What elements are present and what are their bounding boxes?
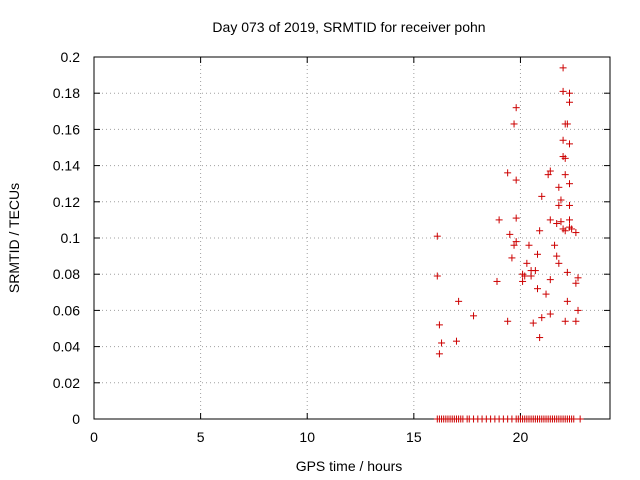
x-tick-label: 10 [299, 429, 315, 445]
data-point [565, 98, 573, 106]
data-point [534, 250, 542, 258]
y-tick-label: 0.14 [53, 158, 80, 174]
data-point [546, 276, 554, 284]
data-point [555, 201, 563, 209]
data-point [561, 171, 569, 179]
y-tick-label: 0.06 [53, 302, 80, 318]
data-point [510, 120, 518, 128]
grid-lines [94, 57, 610, 419]
data-point [561, 154, 569, 162]
data-point [557, 196, 565, 204]
x-tick-label: 0 [90, 429, 98, 445]
y-tick-label: 0.16 [53, 121, 80, 137]
data-point [559, 136, 567, 144]
tick-labels: 0 5 10 15 20 0 0.02 0.04 0.06 0.08 0.1 0.12 0.14 0.16… [53, 49, 529, 445]
data-point [455, 297, 463, 305]
data-point [561, 317, 569, 325]
data-point [574, 306, 582, 314]
data-point [470, 312, 478, 320]
y-tick-label: 0.2 [61, 49, 81, 65]
data-point [559, 64, 567, 72]
data-point [555, 259, 563, 267]
data-point [568, 225, 576, 233]
data-point [433, 272, 441, 280]
y-tick-label: 0.08 [53, 266, 80, 282]
data-point [512, 176, 520, 184]
y-tick-label: 0.02 [53, 375, 80, 391]
data-point [565, 140, 573, 148]
data-point [563, 268, 571, 276]
data-point [536, 334, 544, 342]
data-point [542, 290, 550, 298]
y-tick-label: 0.04 [53, 339, 80, 355]
data-point [519, 277, 527, 285]
x-axis-label: GPS time / hours [296, 458, 403, 474]
data-point [495, 216, 503, 224]
data-point [508, 254, 516, 262]
data-point [504, 317, 512, 325]
y-axis-label: SRMTID / TECUs [6, 183, 22, 293]
data-point [546, 216, 554, 224]
y-tick-label: 0 [72, 411, 80, 427]
data-point [565, 180, 573, 188]
y-tick-label: 0.12 [53, 194, 80, 210]
data-point [536, 227, 544, 235]
data-point [523, 259, 531, 267]
x-tick-label: 15 [406, 429, 422, 445]
x-tick-label: 5 [197, 429, 205, 445]
data-points [433, 64, 584, 423]
axis-ticks [93, 56, 610, 420]
data-point [512, 238, 520, 246]
data-point [512, 214, 520, 222]
data-point [504, 169, 512, 177]
data-point [565, 89, 573, 97]
data-point [546, 310, 554, 318]
data-point [529, 319, 537, 327]
data-point [570, 415, 578, 423]
data-point [546, 167, 554, 175]
data-point [572, 279, 580, 287]
data-point [538, 314, 546, 322]
data-point [559, 87, 567, 95]
data-point [553, 220, 561, 228]
data-point [551, 241, 559, 249]
data-point [531, 267, 539, 275]
data-point [574, 274, 582, 282]
data-point [572, 229, 580, 237]
data-point [561, 227, 569, 235]
data-point [563, 297, 571, 305]
data-point [506, 230, 514, 238]
data-point [438, 339, 446, 347]
data-point [576, 415, 584, 423]
data-point [521, 272, 529, 280]
data-point [435, 321, 443, 329]
plot-frame [93, 56, 611, 420]
data-point [538, 192, 546, 200]
data-point [452, 337, 460, 345]
data-point [565, 201, 573, 209]
data-point [572, 317, 580, 325]
data-point [435, 350, 443, 358]
chart-title: Day 073 of 2019, SRMTID for receiver poh… [212, 19, 485, 35]
x-tick-label: 20 [513, 429, 529, 445]
data-point [525, 241, 533, 249]
data-point [512, 104, 520, 112]
data-point [544, 171, 552, 179]
data-point [534, 285, 542, 293]
data-point [555, 183, 563, 191]
data-point [553, 252, 561, 260]
data-point [433, 232, 441, 240]
data-point [563, 120, 571, 128]
data-point [493, 277, 501, 285]
data-point [557, 218, 565, 226]
y-tick-label: 0.1 [61, 230, 81, 246]
y-tick-label: 0.18 [53, 85, 80, 101]
data-point [510, 241, 518, 249]
data-point [565, 216, 573, 224]
